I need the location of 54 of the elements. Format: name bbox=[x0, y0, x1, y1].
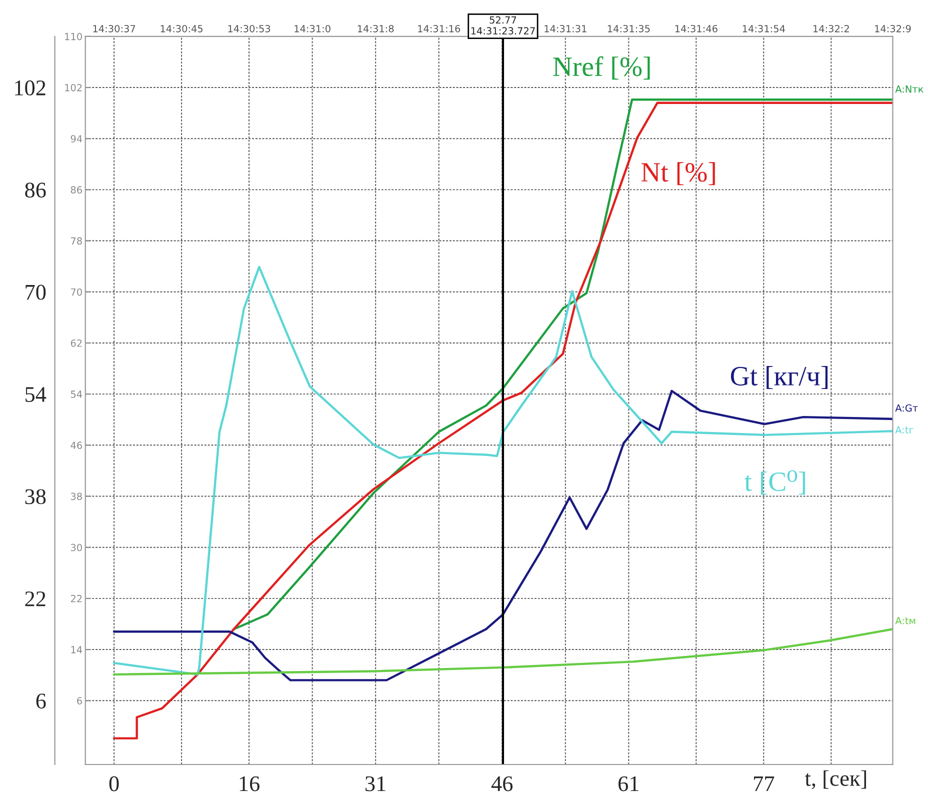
x-tick-label: 31 bbox=[366, 776, 386, 792]
text: 14:32:2 bbox=[813, 24, 849, 32]
line-series bbox=[112, 102, 893, 740]
series-label: Nt [%] bbox=[641, 162, 715, 186]
text: 14:31:31 bbox=[544, 24, 586, 32]
x-tick-label: 0 bbox=[109, 776, 119, 792]
text: 14:30:37 bbox=[93, 24, 136, 32]
x-axis-title: t, [сек] bbox=[804, 770, 866, 790]
text: 14:30:45 bbox=[160, 24, 203, 32]
text: 14:31:0 bbox=[294, 24, 330, 32]
line-series bbox=[112, 628, 893, 676]
y-tick-label: 78 bbox=[71, 237, 82, 245]
y-tick-label: 6 bbox=[77, 697, 82, 704]
y-tick-label: 94 bbox=[70, 135, 82, 142]
text: 14:31:54 bbox=[742, 24, 785, 32]
x-tick-label: 46 bbox=[491, 776, 513, 792]
text: A:tг bbox=[895, 426, 914, 434]
y-tick-label: 62 bbox=[70, 339, 82, 347]
y-tick-label: 38 bbox=[70, 492, 82, 500]
text: A:Nтк bbox=[895, 86, 924, 93]
x-tick-label: 61 bbox=[618, 776, 638, 792]
text: 14:31:16 bbox=[418, 24, 460, 32]
y-tick-label: 70 bbox=[71, 288, 82, 296]
y-tick-label: 14 bbox=[71, 646, 82, 654]
x-tick-label: 77 bbox=[754, 776, 774, 792]
y2-tick-label: 54 bbox=[26, 387, 46, 402]
line-series bbox=[232, 98, 893, 630]
y2-tick-label: 70 bbox=[26, 284, 46, 300]
text: 14:31:46 bbox=[675, 24, 718, 32]
line-series bbox=[112, 266, 893, 676]
series-label: t [C⁰] bbox=[744, 470, 806, 495]
y2-tick-label: 86 bbox=[25, 182, 46, 198]
y-tick-label: 22 bbox=[70, 594, 82, 602]
text: 14:30:53 bbox=[228, 24, 270, 32]
y2-tick-label: 6 bbox=[36, 694, 46, 709]
text: A:Gт bbox=[895, 404, 918, 412]
text: 14:32:9 bbox=[875, 24, 911, 32]
y-tick-label: 110 bbox=[65, 32, 82, 40]
x-tick-label: 16 bbox=[240, 776, 260, 792]
y2-tick-label: 38 bbox=[25, 489, 46, 504]
y-tick-label: 54 bbox=[70, 390, 82, 398]
y-tick-label: 46 bbox=[70, 442, 82, 449]
text: 14:31:8 bbox=[358, 24, 394, 32]
text: A:tм bbox=[895, 617, 916, 624]
y-tick-label: 30 bbox=[70, 544, 82, 552]
text: 52.77 14:31:23.727 bbox=[471, 16, 535, 35]
series-label: Gt [кг/ч] bbox=[730, 366, 828, 390]
y2-tick-label: 102 bbox=[15, 80, 46, 96]
series-label: Nref [%] bbox=[553, 56, 650, 80]
y2-tick-label: 22 bbox=[25, 591, 46, 606]
y-tick-label: 86 bbox=[70, 186, 82, 194]
text: 14:31:35 bbox=[608, 24, 650, 32]
line-series bbox=[112, 390, 893, 682]
y-tick-label: 102 bbox=[65, 84, 82, 92]
